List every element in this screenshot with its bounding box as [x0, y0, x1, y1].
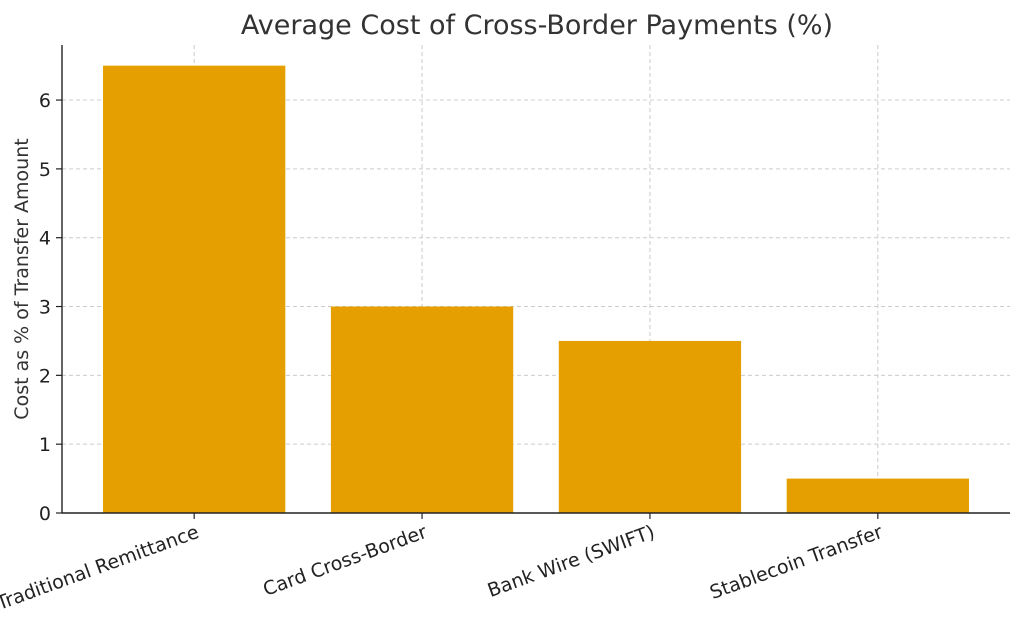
bars	[103, 65, 969, 513]
x-axis-ticks: Traditional Remittance Card Cross-Border B…	[0, 513, 886, 615]
chart-title: Average Cost of Cross-Border Payments (%…	[241, 10, 833, 41]
bar	[330, 306, 514, 513]
y-tick-label: 2	[39, 365, 51, 387]
bar	[786, 478, 969, 513]
x-tick-label: Stablecoin Transfer	[707, 521, 886, 604]
y-tick-label: 4	[39, 228, 51, 250]
y-tick-label: 0	[39, 503, 51, 525]
y-tick-label: 5	[39, 159, 51, 181]
y-axis-label: Cost as % of Transfer Amount	[11, 138, 33, 419]
y-tick-label: 3	[39, 297, 51, 319]
x-tick-label: Card Cross-Border	[260, 521, 430, 601]
y-tick-label: 1	[39, 434, 51, 456]
x-tick-label: Traditional Remittance	[0, 521, 202, 615]
x-tick-label: Bank Wire (SWIFT)	[485, 521, 658, 602]
bar	[103, 65, 286, 513]
bar	[558, 340, 742, 513]
y-tick-label: 6	[39, 90, 51, 112]
y-axis-ticks: 0 1 2 3 4 5 6	[39, 90, 62, 525]
